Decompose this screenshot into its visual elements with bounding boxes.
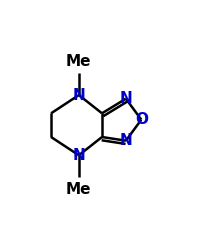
Text: Me: Me (66, 54, 92, 69)
Text: N: N (120, 91, 132, 106)
Text: Me: Me (66, 182, 92, 197)
Text: N: N (120, 133, 132, 148)
Text: N: N (72, 87, 85, 103)
Text: N: N (72, 148, 85, 163)
Text: O: O (135, 112, 148, 127)
